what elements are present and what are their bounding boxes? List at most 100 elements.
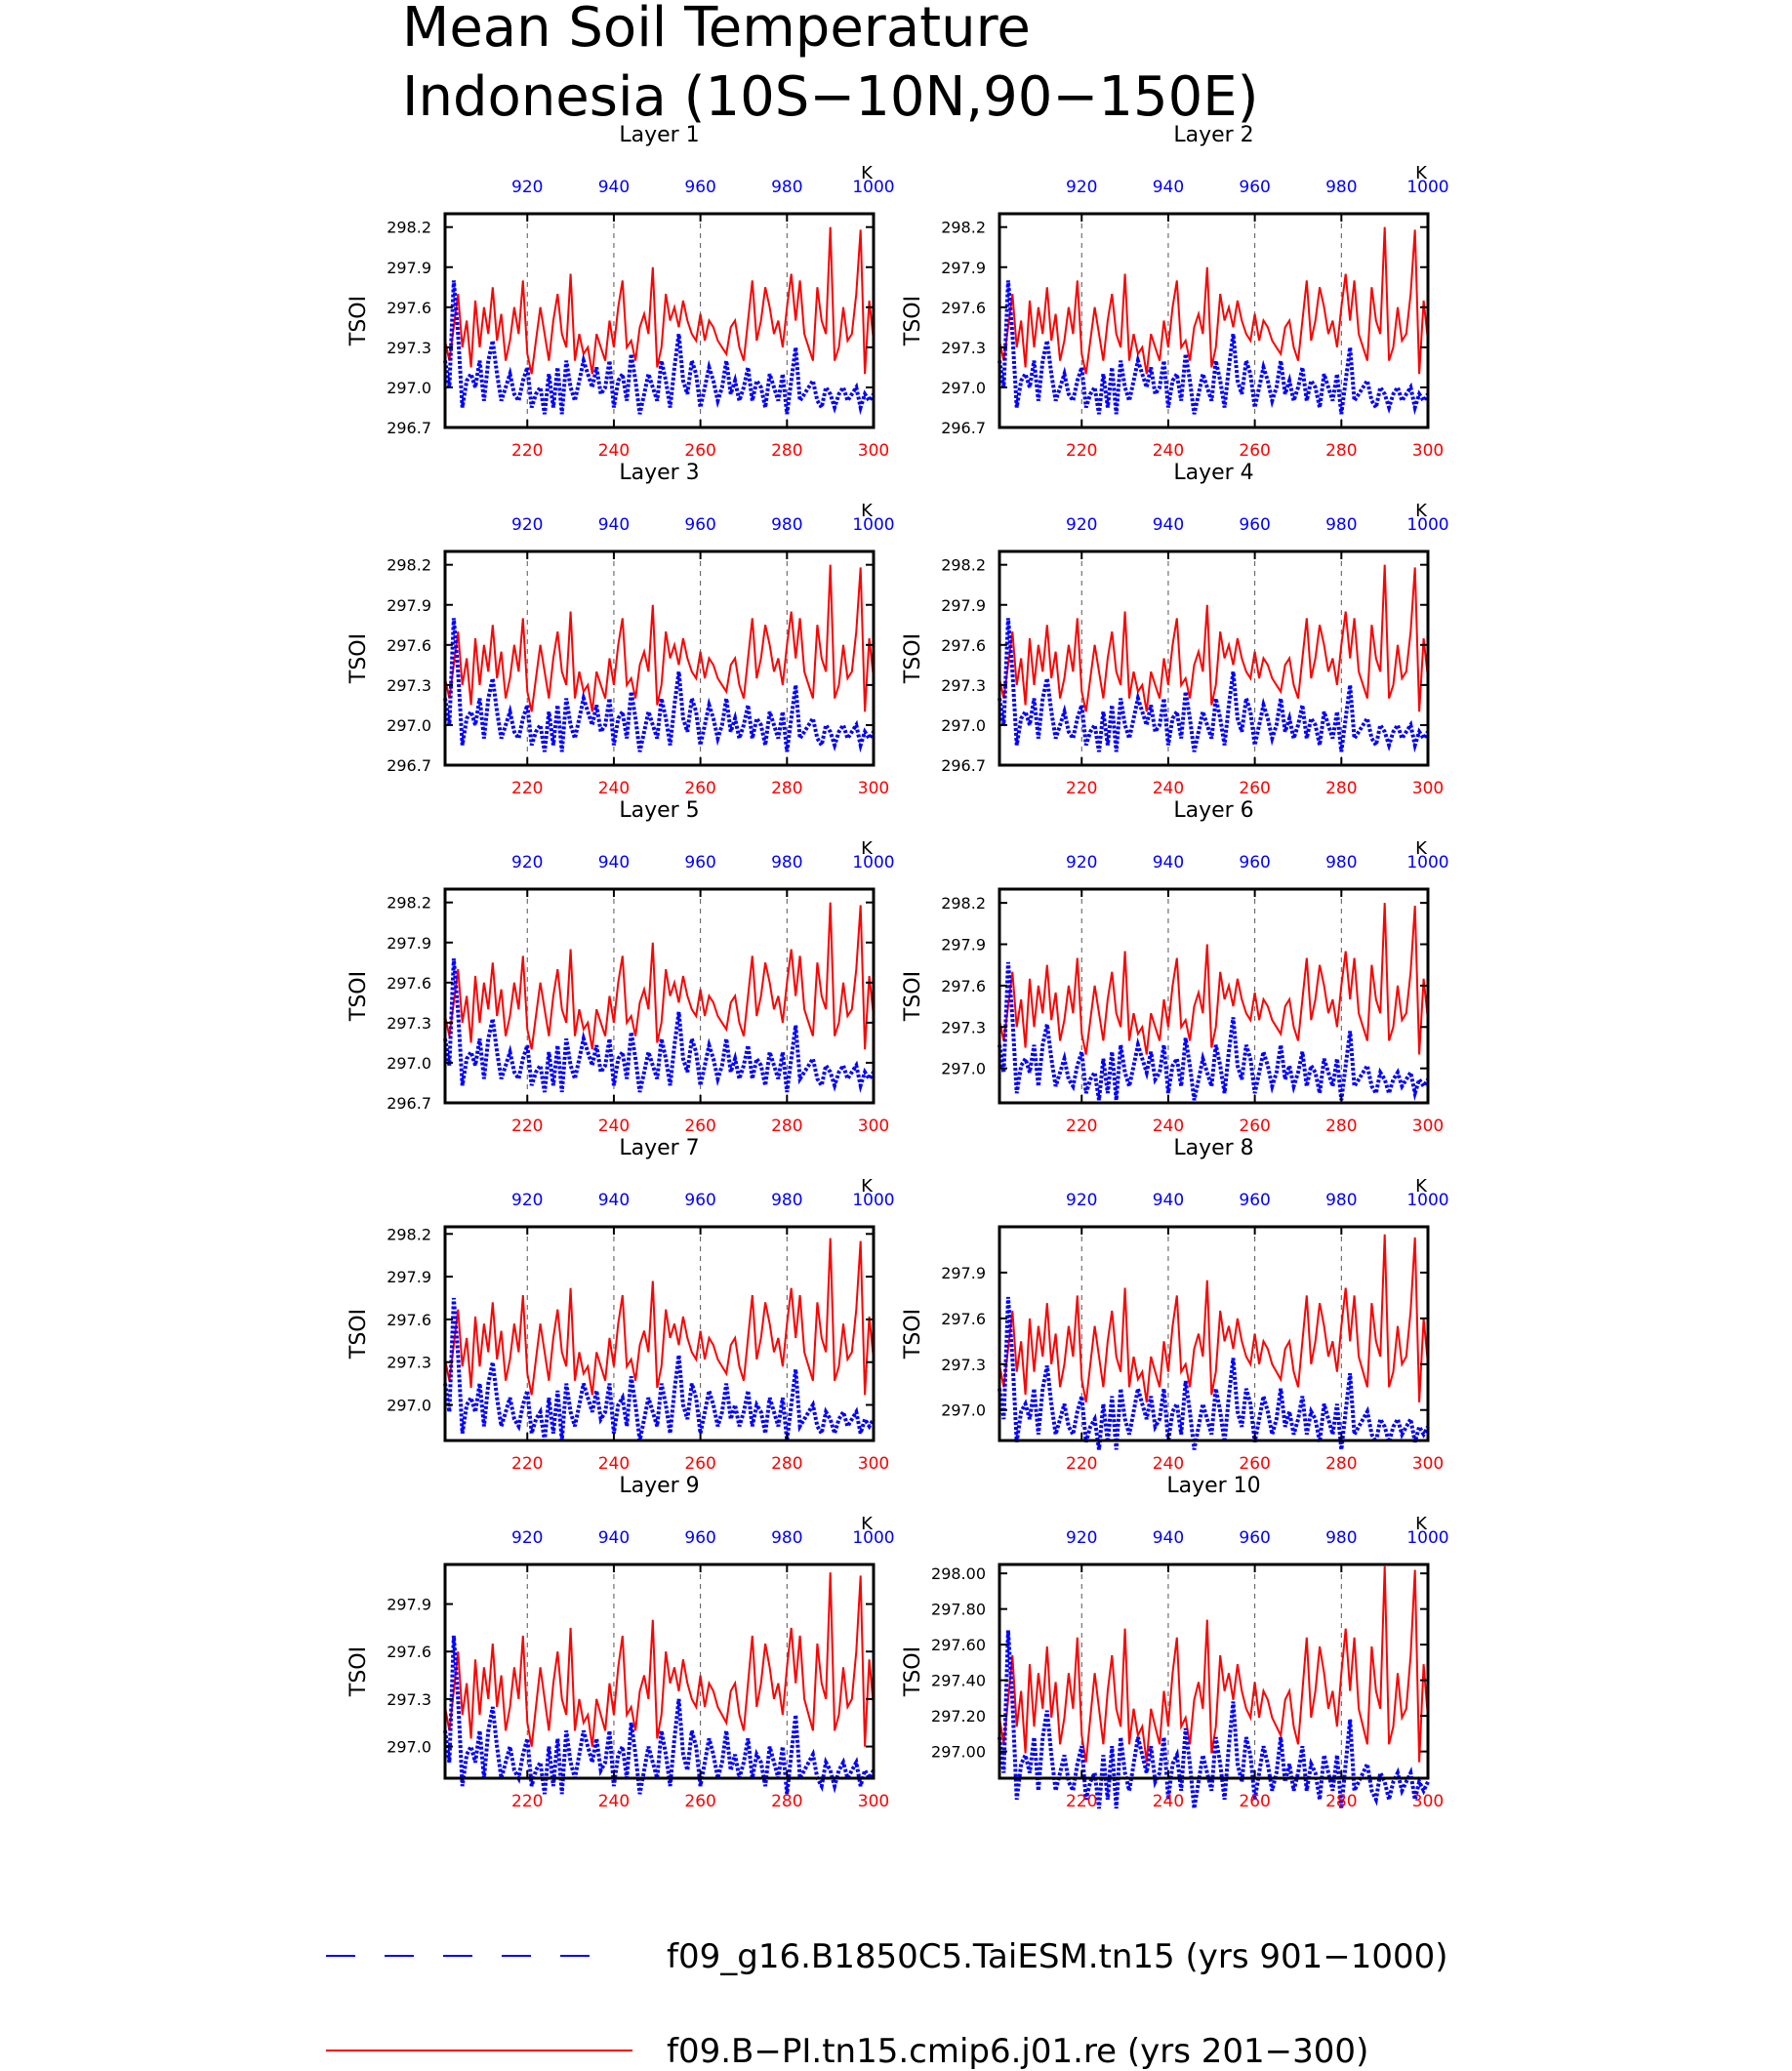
x-tick-label-top: 1000 — [1406, 515, 1448, 535]
panel-layer-4: Layer 4 296.7 297.0 297.3 297.6 297.9 298.2 TSO… — [901, 461, 1449, 798]
series-line-blue — [443, 1635, 876, 1795]
y-tick-label: 298.00 — [931, 1564, 986, 1583]
y-tick-label: 298.2 — [387, 894, 431, 913]
y-tick-label: 297.0 — [387, 1054, 431, 1073]
y-axis-label: TSOI — [346, 971, 371, 1022]
top-axis-unit-label: K — [1415, 838, 1428, 859]
panel-layer-1: Layer 1 296.7 297.0 297.3 297.6 297.9 298.2 TSO… — [346, 123, 895, 461]
x-tick-label-bottom: 280 — [771, 1117, 802, 1136]
y-tick-label: 297.9 — [387, 259, 431, 277]
y-tick-label: 296.7 — [941, 419, 986, 437]
y-tick-label: 297.0 — [387, 1397, 431, 1415]
top-axis-unit-label: K — [861, 838, 874, 859]
x-tick-label-top: 940 — [1153, 178, 1184, 197]
x-tick-label-top: 1000 — [1406, 1528, 1448, 1548]
x-tick-label-bottom: 280 — [1325, 1117, 1357, 1136]
x-tick-label-bottom: 260 — [1239, 441, 1270, 461]
x-tick-label-top: 920 — [1066, 853, 1097, 873]
panel-layer-7: Layer 7 297.0 297.3 297.6 297.9 298.2 TSOI 220 2… — [346, 1136, 895, 1474]
x-tick-label-top: 960 — [684, 515, 715, 535]
y-tick-label: 297.0 — [941, 1060, 986, 1078]
y-axis-label: TSOI — [901, 971, 925, 1022]
plot-frame — [998, 887, 1430, 1105]
x-tick-label-top: 960 — [684, 178, 715, 197]
top-axis-unit-label: K — [861, 1514, 874, 1534]
x-tick-label-bottom: 220 — [511, 779, 543, 798]
plot-frame — [443, 212, 876, 429]
x-tick-label-bottom: 220 — [1066, 1117, 1097, 1136]
y-tick-label: 297.9 — [387, 596, 431, 615]
x-tick-label-bottom: 300 — [858, 441, 889, 461]
y-tick-label: 297.6 — [941, 299, 986, 317]
x-tick-label-bottom: 280 — [771, 779, 802, 798]
x-tick-label-top: 980 — [771, 515, 802, 535]
panel-title: Layer 4 — [1173, 461, 1253, 485]
x-tick-label-bottom: 280 — [1325, 441, 1357, 461]
x-tick-label-top: 940 — [1153, 1191, 1184, 1210]
panel-layer-8: Layer 8 297.0 297.3 297.6 297.9 TSOI 220 240 260… — [901, 1136, 1449, 1474]
plot-frame — [998, 1225, 1430, 1442]
x-tick-label-bottom: 220 — [1066, 1792, 1097, 1811]
x-tick-label-top: 960 — [1239, 515, 1270, 535]
x-tick-label-bottom: 260 — [684, 441, 715, 461]
x-tick-label-top: 920 — [511, 1191, 543, 1210]
y-tick-label: 297.9 — [387, 1268, 431, 1286]
x-tick-label-top: 1000 — [852, 1528, 894, 1548]
x-tick-label-top: 960 — [684, 1191, 715, 1210]
x-tick-label-bottom: 300 — [858, 779, 889, 798]
y-tick-label: 297.9 — [941, 936, 986, 954]
x-tick-label-bottom: 280 — [771, 1792, 802, 1811]
x-tick-label-top: 960 — [684, 853, 715, 873]
x-tick-label-bottom: 220 — [1066, 441, 1097, 461]
series-line-red — [998, 1565, 1429, 1763]
y-tick-label: 297.9 — [387, 934, 431, 953]
y-tick-label: 297.3 — [941, 676, 986, 695]
x-tick-label-top: 940 — [598, 853, 630, 873]
y-tick-label: 297.6 — [387, 1311, 431, 1329]
x-tick-label-top: 960 — [684, 1528, 715, 1548]
x-tick-label-bottom: 280 — [771, 1454, 802, 1474]
x-tick-label-top: 940 — [598, 515, 630, 535]
x-tick-label-bottom: 240 — [1153, 1792, 1184, 1811]
series-line-blue — [443, 1297, 876, 1442]
x-tick-label-bottom: 240 — [1153, 1117, 1184, 1136]
y-tick-label: 297.9 — [941, 259, 986, 277]
y-tick-label: 296.7 — [387, 756, 431, 775]
x-tick-label-bottom: 300 — [858, 1792, 889, 1811]
y-tick-label: 297.0 — [387, 716, 431, 735]
y-tick-label: 298.2 — [941, 556, 986, 575]
x-tick-label-bottom: 300 — [1412, 1117, 1444, 1136]
x-tick-label-top: 980 — [771, 1528, 802, 1548]
x-tick-label-bottom: 280 — [1325, 1792, 1357, 1811]
panel-layer-6: Layer 6 297.0 297.3 297.6 297.9 298.2 TSOI 220 2… — [901, 798, 1449, 1136]
y-tick-label: 297.6 — [941, 636, 986, 655]
x-tick-label-bottom: 240 — [1153, 441, 1184, 461]
x-tick-label-top: 960 — [1239, 1528, 1270, 1548]
legend: f09_g16.B1850C5.TaiESM.tn15 (yrs 901−100… — [326, 1937, 1448, 2071]
plot-frame — [443, 549, 876, 767]
top-axis-unit-label: K — [1415, 1514, 1428, 1534]
x-tick-label-top: 960 — [1239, 853, 1270, 873]
y-axis-label: TSOI — [346, 296, 371, 346]
y-tick-label: 297.80 — [931, 1601, 986, 1619]
x-tick-label-bottom: 240 — [598, 779, 630, 798]
y-tick-label: 298.2 — [387, 219, 431, 237]
y-tick-label: 297.3 — [941, 1018, 986, 1036]
x-tick-label-top: 980 — [771, 853, 802, 873]
y-tick-label: 297.6 — [941, 1310, 986, 1328]
panel-grid: Layer 1 296.7 297.0 297.3 297.6 297.9 298.2 TSO… — [346, 123, 1449, 1811]
x-tick-label-top: 920 — [1066, 1528, 1097, 1548]
x-tick-label-top: 920 — [511, 178, 543, 197]
x-tick-label-bottom: 220 — [511, 1792, 543, 1811]
y-tick-label: 297.3 — [387, 1354, 431, 1372]
x-tick-label-top: 920 — [511, 853, 543, 873]
x-tick-label-bottom: 240 — [1153, 1454, 1184, 1474]
y-axis-label: TSOI — [346, 1646, 371, 1697]
x-tick-label-bottom: 300 — [1412, 441, 1444, 461]
x-tick-label-bottom: 240 — [598, 441, 630, 461]
plot-frame — [443, 1225, 876, 1442]
x-tick-label-top: 920 — [511, 1528, 543, 1548]
x-tick-label-top: 920 — [1066, 515, 1097, 535]
y-tick-label: 296.7 — [387, 419, 431, 437]
